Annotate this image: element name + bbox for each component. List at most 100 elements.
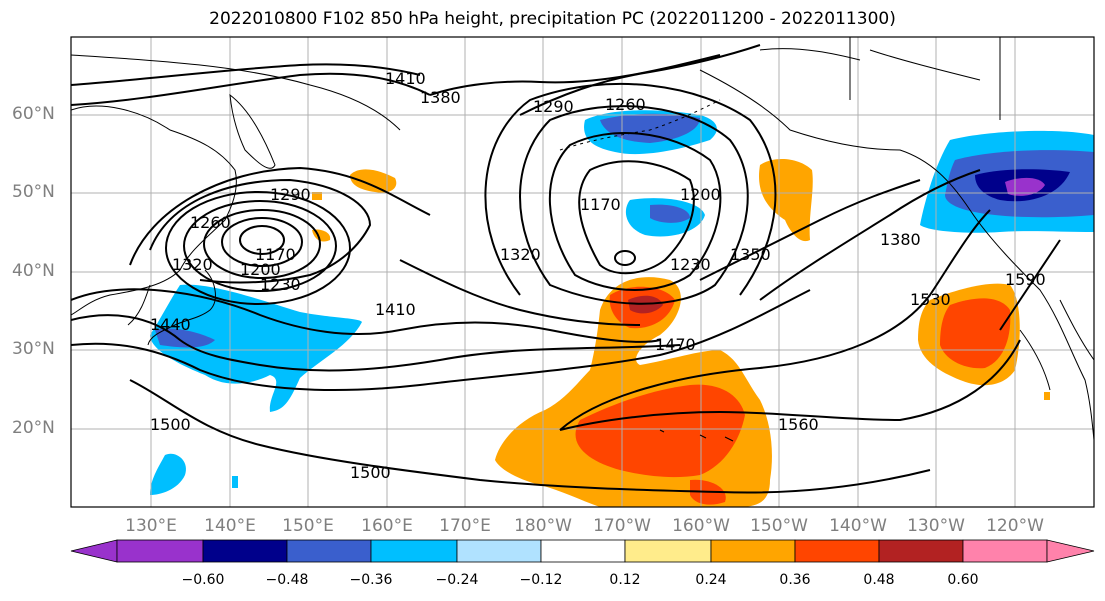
contour-central-1260 — [519, 105, 749, 305]
lon-label: 170°E — [439, 516, 491, 536]
colorbar — [70, 539, 1095, 563]
contour-1380-east — [759, 169, 981, 301]
contour-label: 1260 — [190, 213, 231, 232]
lat-label: 30°N — [12, 339, 55, 359]
asia-coast — [71, 105, 237, 316]
colorbar-tick-label: 0.24 — [695, 572, 727, 588]
contour-label: 1500 — [350, 463, 391, 482]
lon-label: 180°W — [514, 516, 572, 536]
contour-label: 1320 — [500, 245, 541, 264]
colorbar-tick-label: 0.48 — [863, 572, 895, 588]
positive-area-small — [1044, 392, 1050, 400]
lon-label: 170°W — [593, 516, 651, 536]
contour-west-low-1170 — [239, 225, 285, 255]
contour-label: 1170 — [255, 245, 296, 264]
contour-label: 1380 — [420, 88, 461, 107]
colorbar-segment — [540, 539, 626, 563]
positive-area-west — [350, 169, 397, 193]
contour-1380 — [71, 72, 431, 106]
contour-1500 — [129, 379, 931, 494]
colorbar-segment — [116, 539, 204, 563]
contour-label: 1410 — [385, 69, 426, 88]
colorbar-segment — [456, 539, 542, 563]
contour-label: 1230 — [260, 275, 301, 294]
colorbar-segment — [370, 539, 458, 563]
lon-label: 150°E — [282, 516, 334, 536]
precipitation-shading — [150, 110, 1094, 507]
colorbar-tick-label: 0.12 — [609, 572, 641, 588]
contour-1410 — [71, 63, 421, 86]
colorbar-tick-label: −0.36 — [349, 572, 393, 588]
positive-area-california-core — [940, 298, 1011, 369]
contour-1560 — [559, 339, 1021, 431]
contour-label: 1590 — [1005, 270, 1046, 289]
colorbar-segment — [710, 539, 796, 563]
lat-label: 60°N — [12, 104, 55, 124]
contour-1470 — [71, 289, 811, 391]
hawaii-islands — [659, 429, 734, 442]
positive-area-west2 — [312, 229, 331, 242]
aleutian-chain — [559, 99, 721, 151]
contour-west-low-1260 — [183, 200, 337, 292]
contour-west-low-1290 — [165, 191, 351, 305]
colorbar-tick-label: −0.48 — [265, 572, 309, 588]
colorbar-tick-label: −0.60 — [181, 572, 225, 588]
contour-label: 1260 — [605, 95, 646, 114]
lon-label: 120°W — [986, 516, 1044, 536]
colorbar-segment — [962, 539, 1048, 563]
height-contours — [71, 44, 1061, 494]
contour-label: 1410 — [375, 300, 416, 319]
positive-area-subtropics-core2 — [575, 384, 745, 478]
negative-area-small2 — [232, 476, 238, 488]
lon-label: 160°W — [672, 516, 730, 536]
mexico-coast — [1019, 299, 1094, 391]
lat-label: 40°N — [12, 261, 55, 281]
coastlines — [71, 37, 1094, 442]
contour-1440 — [71, 314, 681, 372]
contour-label: 1530 — [910, 290, 951, 309]
contour-west-1350 — [129, 166, 431, 266]
colorbar-extend-left — [70, 539, 118, 563]
contour-1410-south — [71, 288, 661, 343]
colorbar-segment — [286, 539, 372, 563]
contour-central-1290 — [484, 82, 777, 296]
lon-label: 150°W — [750, 516, 808, 536]
siberia-coast — [71, 54, 401, 131]
contour-1260-north — [519, 44, 761, 116]
negative-area-small — [150, 453, 186, 495]
contour-1530 — [559, 209, 991, 431]
contour-label: 1500 — [150, 415, 191, 434]
contour-label: 1350 — [730, 245, 771, 264]
contour-labels: 1410 1380 1290 1260 1290 1260 1170 1200 … — [150, 69, 1046, 482]
contour-label: 1380 — [880, 230, 921, 249]
lat-label: 50°N — [12, 182, 55, 202]
canada-border — [849, 37, 1001, 120]
lon-label: 130°W — [907, 516, 965, 536]
colorbar-tick-label: 0.36 — [779, 572, 811, 588]
contour-label: 1290 — [270, 185, 311, 204]
contour-central-1200 — [578, 160, 695, 275]
contour-1590 — [999, 239, 1061, 331]
positive-area-west3 — [312, 192, 322, 200]
lon-label: 130°E — [125, 516, 177, 536]
lon-label: 160°E — [361, 516, 413, 536]
alaska-coast — [699, 69, 1094, 441]
kamchatka-coast — [229, 93, 276, 169]
colorbar-extend-right — [1046, 539, 1095, 563]
contour-1350-east — [699, 179, 921, 281]
colorbar-segment — [794, 539, 880, 563]
lon-label: 140°W — [829, 516, 887, 536]
contour-label: 1230 — [670, 255, 711, 274]
contour-label: 1200 — [680, 185, 721, 204]
contour-label: 1200 — [240, 260, 281, 279]
contour-west-low-1200 — [221, 217, 303, 267]
contour-central-1230 — [548, 132, 722, 291]
negative-area-mid-core — [650, 204, 690, 223]
contour-label: 1470 — [655, 335, 696, 354]
japan-coast — [147, 269, 216, 346]
contour-central-1320 — [399, 259, 641, 326]
contour-west-1320 — [149, 178, 372, 284]
positive-area-gulf — [759, 158, 813, 242]
alaska-north-coast — [759, 48, 981, 81]
